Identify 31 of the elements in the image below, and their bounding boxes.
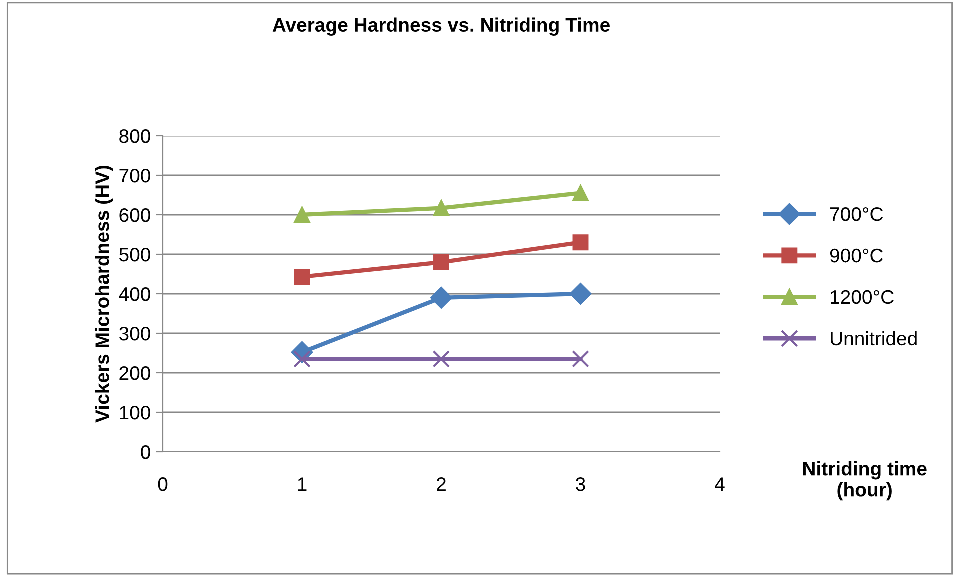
y-tick-label: 700 (120, 168, 150, 183)
y-tick-label: 0 (141, 445, 150, 460)
point (432, 350, 450, 368)
x-tick-label: 2 (437, 478, 446, 492)
y-axis-title: Vickers Microhardness (HV) (95, 166, 114, 423)
legend-label: Unnitrided (831, 331, 917, 346)
chart-title: Average Hardness vs. Nitriding Time (272, 18, 610, 36)
y-tick-label: 800 (120, 129, 150, 144)
point (572, 234, 589, 251)
x-tick-label: 4 (715, 478, 725, 492)
y-tick-label: 100 (120, 406, 150, 420)
x-tick-label: 3 (576, 478, 586, 492)
y-tick-label: 200 (120, 366, 150, 380)
x-tick-label: 1 (298, 478, 307, 492)
point (430, 287, 452, 309)
legend-label: 1200°C (831, 290, 894, 304)
legend-label: 900°C (830, 248, 884, 263)
point (294, 269, 310, 286)
point (570, 283, 592, 305)
point (572, 185, 589, 202)
y-tick-label: 300 (119, 326, 150, 341)
point (572, 350, 590, 368)
y-tick-label: 600 (120, 208, 150, 222)
y-tick-label: 400 (119, 287, 150, 302)
y-tick-label: 500 (120, 248, 150, 262)
point (294, 207, 310, 223)
x-tick-label: 0 (158, 478, 168, 492)
point (434, 254, 450, 270)
x-axis-title: Nitriding time (hour) (803, 461, 927, 501)
legend-label: 700°C (830, 207, 884, 222)
point (434, 200, 450, 216)
